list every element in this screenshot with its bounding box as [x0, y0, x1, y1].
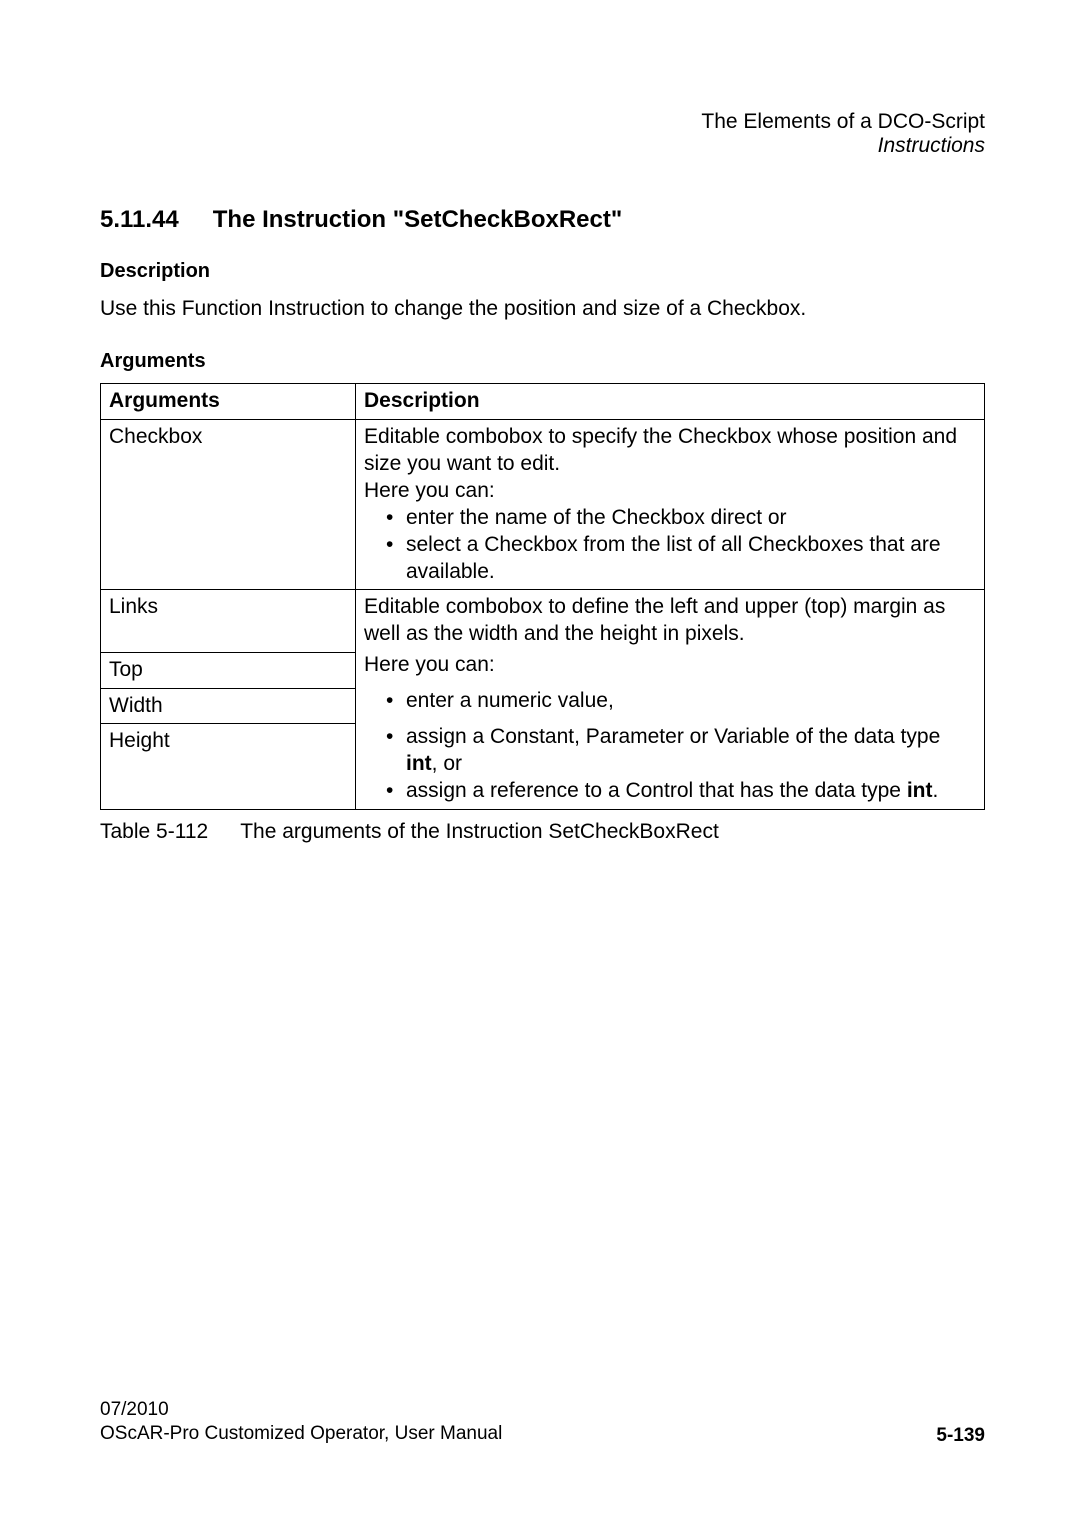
arg-cell-width: Width	[101, 688, 356, 724]
footer-left: 07/2010 OScAR-Pro Customized Operator, U…	[100, 1398, 502, 1447]
bullet-bold: int	[406, 752, 432, 775]
table-caption: Table 5-112 The arguments of the Instruct…	[100, 820, 985, 844]
desc-bullet-list: enter the name of the Checkbox direct or…	[364, 505, 976, 586]
desc-bullet-list: enter a numeric value,	[364, 688, 976, 715]
desc-text: Here you can:	[364, 653, 495, 676]
arg-cell-height: Height	[101, 724, 356, 809]
bullet-text: .	[932, 779, 938, 802]
description-block: Description Use this Function Instructio…	[100, 260, 985, 322]
caption-text: The arguments of the Instruction SetChec…	[240, 820, 719, 843]
col-header-description: Description	[356, 384, 985, 420]
list-item: enter the name of the Checkbox direct or	[386, 505, 976, 532]
desc-text: Here you can:	[364, 479, 495, 502]
table-row: Top Here you can:	[101, 652, 985, 688]
table-row: Checkbox Editable combobox to specify th…	[101, 420, 985, 590]
arg-cell-top: Top	[101, 652, 356, 688]
desc-bullet-list: assign a Constant, Parameter or Variable…	[364, 724, 976, 805]
desc-text: Editable combobox to specify the Checkbo…	[364, 425, 957, 475]
page-header: The Elements of a DCO-Script Instruction…	[100, 110, 985, 158]
arguments-table: Arguments Description Checkbox Editable …	[100, 383, 985, 809]
table-header-row: Arguments Description	[101, 384, 985, 420]
description-text: Use this Function Instruction to change …	[100, 295, 985, 322]
table-row: Width enter a numeric value,	[101, 688, 985, 724]
bullet-bold: int	[907, 779, 933, 802]
header-title: The Elements of a DCO-Script	[100, 110, 985, 134]
bullet-text: assign a reference to a Control that has…	[406, 779, 907, 802]
desc-cell-checkbox: Editable combobox to specify the Checkbo…	[356, 420, 985, 590]
col-header-arguments: Arguments	[101, 384, 356, 420]
footer-page-number: 5-139	[936, 1425, 985, 1447]
table-row: Links Editable combobox to define the le…	[101, 590, 985, 652]
table-row: Height assign a Constant, Parameter or V…	[101, 724, 985, 809]
section-title: The Instruction "SetCheckBoxRect"	[213, 206, 623, 233]
section-heading: 5.11.44 The Instruction "SetCheckBoxRect"	[100, 206, 985, 234]
list-item: assign a reference to a Control that has…	[386, 778, 976, 805]
footer-date: 07/2010	[100, 1398, 502, 1423]
desc-cell-group-mid: Here you can:	[356, 652, 985, 688]
bullet-text: assign a Constant, Parameter or Variable…	[406, 725, 940, 748]
header-subtitle: Instructions	[100, 134, 985, 158]
desc-text: Editable combobox to define the left and…	[364, 595, 945, 645]
caption-label: Table 5-112	[100, 820, 208, 844]
arguments-section: Arguments Arguments Description Checkbox…	[100, 350, 985, 843]
page-footer: 07/2010 OScAR-Pro Customized Operator, U…	[100, 1398, 985, 1447]
desc-cell-group-bottom: assign a Constant, Parameter or Variable…	[356, 724, 985, 809]
section-number: 5.11.44	[100, 206, 179, 234]
description-heading: Description	[100, 260, 985, 283]
bullet-text: , or	[432, 752, 462, 775]
list-item: assign a Constant, Parameter or Variable…	[386, 724, 976, 778]
arg-cell-checkbox: Checkbox	[101, 420, 356, 590]
desc-cell-group-mid2: enter a numeric value,	[356, 688, 985, 724]
desc-cell-group-top: Editable combobox to define the left and…	[356, 590, 985, 652]
footer-doc-title: OScAR-Pro Customized Operator, User Manu…	[100, 1422, 502, 1447]
arguments-heading: Arguments	[100, 350, 985, 373]
arg-cell-links: Links	[101, 590, 356, 652]
list-item: enter a numeric value,	[386, 688, 976, 715]
list-item: select a Checkbox from the list of all C…	[386, 532, 976, 586]
